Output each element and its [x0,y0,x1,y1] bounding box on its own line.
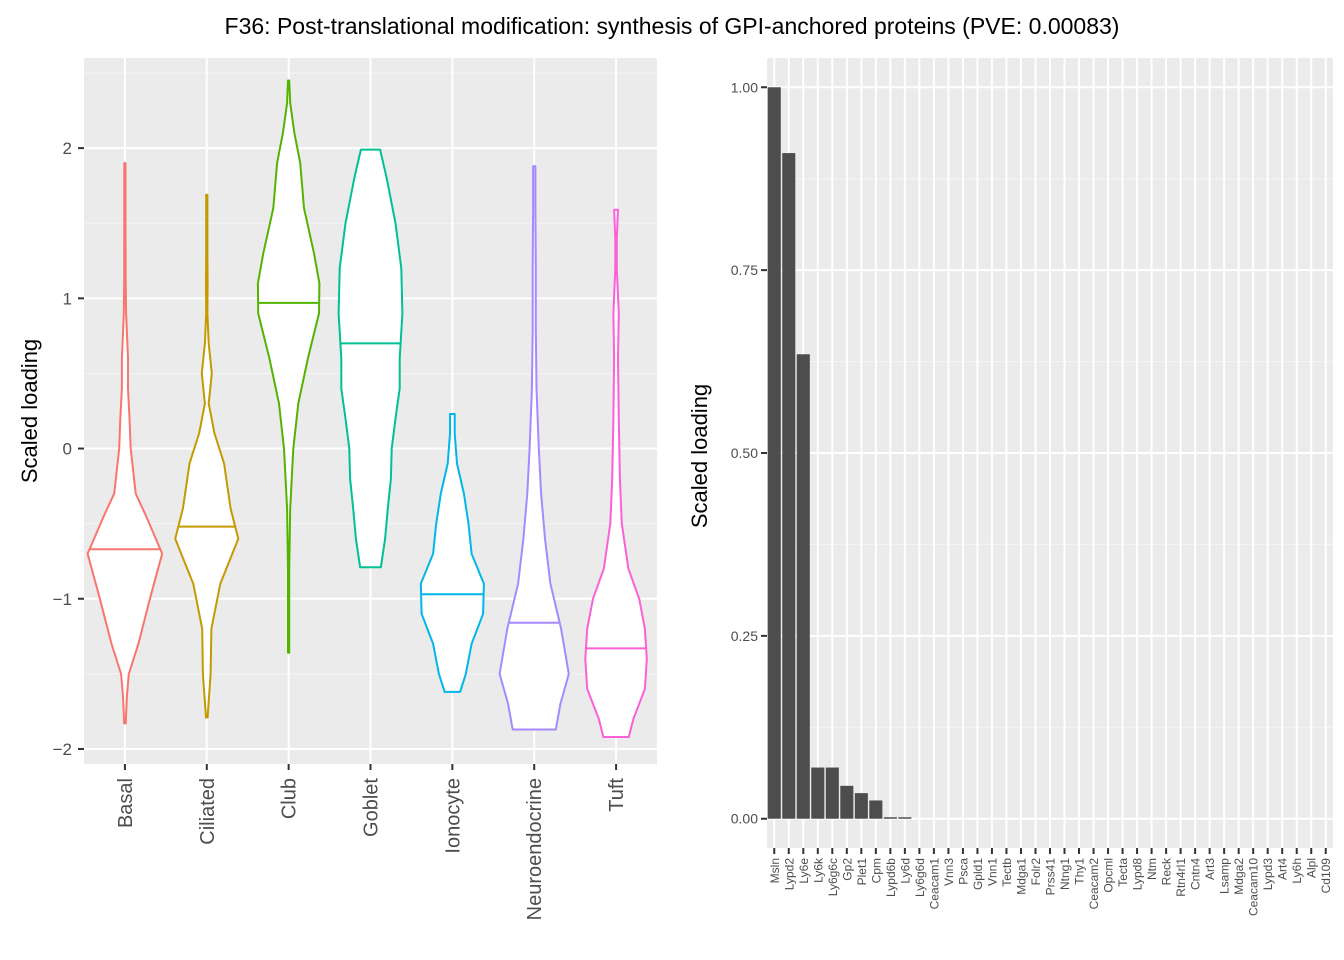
bar-y-tick-label: 0.75 [731,262,758,278]
bar-x-tick-label: Prss41 [1044,858,1058,896]
bar-x-tick-label: Lsamp [1218,858,1232,894]
violin-x-tick-label: Tuft [606,778,628,812]
bar-x-tick-label: Mdga1 [1014,858,1028,895]
bar-lypd6b [883,817,897,819]
bar-x-tick-label: Ceacam10 [1247,858,1261,916]
bar-x-tick-label: Ly6k [811,857,825,883]
bar-gridlines [767,58,1333,848]
bar-x-tick-label: Mdga2 [1232,858,1246,895]
bar-ly6e [796,354,810,819]
bar-x-tick-label: Ly6g6d [913,858,927,897]
bar-x-tick-label: Tectb [1000,858,1014,887]
violin-x-tick-label: Ionocyte [442,778,464,854]
violin-x-tick-label: Basal [115,778,137,828]
violin-ciliated [174,193,240,719]
violin-y-axis-title: Scaled loading [17,339,42,483]
bar-x-tick-label: Rtn4rl1 [1174,858,1188,897]
bar-x-tick-label: Gp2 [840,858,854,881]
bar-marks [767,87,912,819]
violin-y-axis: −2 −1 0 1 2 [53,139,84,759]
bar-x-tick-label: Cpm [869,858,883,883]
bar-x-tick-label: Lypd6b [884,858,898,897]
bar-x-tick-label: Psca [956,858,970,885]
violin-y-tick-label: 1 [63,289,72,308]
violin-y-tick-label: 0 [63,440,72,459]
bar-x-tick-label: Opcml [1102,858,1116,893]
bar-x-tick-label: Folr2 [1029,858,1043,886]
violin-x-axis: Basal Ciliated Club Goblet Ionocyte Neuroendo… [115,764,628,920]
bar-ly6d [898,817,912,819]
bar-x-tick-label: Vnn1 [985,858,999,886]
bar-cpm [869,800,883,819]
violin-x-tick-label: Ciliated [197,778,219,845]
violin-x-tick-label: Goblet [361,778,383,837]
bar-x-axis: Msln Lypd2 Ly6e Ly6k Ly6g6c Gp2 Plet1 Cpm Lypd6b… [768,848,1333,916]
bar-x-tick-label: Lypd3 [1261,858,1275,891]
bar-x-tick-label: Ly6e [797,858,811,884]
bar-msln [767,87,781,819]
bar-y-tick-label: 0.00 [731,811,758,827]
bar-gp2 [840,785,854,819]
bar-x-tick-label: Lypd2 [782,858,796,891]
violin-panel: −2 −1 0 1 2 Basal Ciliated Club Goblet Ionocyte N… [17,58,657,920]
bar-x-tick-label: Ceacam1 [927,858,941,910]
bar-panel: 0.000.250.500.751.00 Msln Lypd2 Ly6e Ly6k Ly… [687,58,1333,916]
bar-x-tick-label: Thy1 [1073,858,1087,885]
bar-plet1 [854,793,868,819]
violin-goblet [337,148,404,569]
bar-x-tick-label: Ntm [1145,858,1159,880]
bar-y-tick-label: 1.00 [731,79,758,95]
bar-x-tick-label: Plet1 [855,858,869,886]
bar-x-tick-label: Ntng1 [1058,858,1072,890]
bar-x-tick-label: Ceacam2 [1087,858,1101,910]
bar-x-tick-label: Gpld1 [971,858,985,890]
figure-title: F36: Post-translational modification: sy… [225,13,1120,39]
bar-lypd2 [782,153,796,819]
violin-marks [86,79,648,738]
bar-x-tick-label: Reck [1160,857,1174,885]
violin-y-tick-label: −1 [53,590,72,609]
bar-x-tick-label: Art3 [1203,858,1217,880]
bar-ly6g6c [825,767,839,819]
bar-ly6k [811,767,825,819]
violin-x-tick-label: Neuroendocrine [524,778,546,920]
violin-tuft [584,208,648,738]
violin-x-tick-label: Club [279,778,301,819]
violin-y-tick-label: −2 [53,740,72,759]
bar-x-tick-label: Ly6d [898,858,912,884]
bar-x-tick-label: Ly6g6c [826,858,840,896]
bar-x-tick-label: Tecta [1116,858,1130,887]
bar-x-tick-label: Msln [768,858,782,883]
bar-x-tick-label: Cntn4 [1189,858,1203,890]
bar-y-tick-label: 0.50 [731,445,758,461]
bar-x-tick-label: Art4 [1276,858,1290,880]
violin-neuroendocrine [498,165,570,731]
bar-x-tick-label: Lypd8 [1131,858,1145,891]
bar-x-tick-label: Cd109 [1319,858,1333,894]
bar-y-axis: 0.00 0.25 0.50 0.75 1.00 [731,79,767,827]
bar-y-tick-label: 0.25 [731,628,758,644]
bar-x-tick-label: Vnn3 [942,858,956,886]
bar-y-axis-title: Scaled loading [687,384,712,528]
violin-basal [86,162,164,725]
bar-x-tick-label: Ly6h [1290,858,1304,884]
violin-y-tick-label: 2 [63,139,72,158]
violin-club [256,79,321,654]
bar-x-tick-label: Alpl [1305,858,1319,878]
